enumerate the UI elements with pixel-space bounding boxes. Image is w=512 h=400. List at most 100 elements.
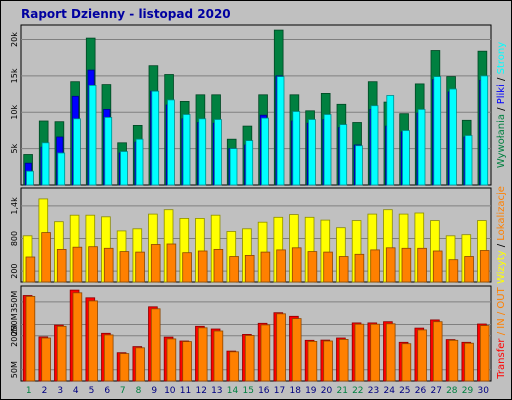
- bar-strony-10: [167, 99, 175, 186]
- bar-lokalizacje-11: [182, 252, 192, 283]
- x-tick-label: 2: [42, 386, 48, 396]
- bar-strony-18: [292, 111, 301, 186]
- bar-strony-14: [229, 148, 238, 186]
- bar-in-6: [103, 334, 114, 382]
- bar-lokalizacje-12: [197, 250, 208, 283]
- bar-lokalizacje-23: [370, 249, 380, 283]
- legend-visits-item: /: [496, 241, 507, 251]
- x-tick-label: 1: [26, 386, 32, 396]
- bar-lokalizacje-17: [276, 249, 286, 283]
- bar-strony-12: [198, 118, 207, 186]
- bar-in-26: [417, 329, 427, 382]
- bar-lokalizacje-28: [448, 259, 459, 283]
- x-tick-label: 17: [274, 386, 285, 396]
- x-tick-label: 18: [289, 386, 301, 396]
- bar-in-14: [229, 351, 239, 382]
- bar-strony-27: [433, 76, 442, 186]
- x-tick-label: 9: [151, 386, 157, 396]
- legend-visits-item: Lokalizacje: [496, 186, 507, 241]
- bar-in-27: [432, 321, 443, 382]
- bar-strony-4: [73, 118, 81, 186]
- bar-in-30: [479, 325, 490, 382]
- bar-in-2: [41, 337, 51, 382]
- bar-in-15: [244, 335, 255, 382]
- bar-lokalizacje-24: [385, 247, 396, 283]
- y-tick-label: 1,4k: [10, 197, 19, 215]
- legend-hits-item: /: [496, 74, 507, 84]
- x-tick-label: 16: [258, 386, 270, 396]
- plot-area: [20, 187, 492, 283]
- bar-lokalizacje-27: [432, 250, 443, 283]
- bar-in-7: [119, 353, 130, 382]
- x-tick-label: 23: [368, 386, 379, 396]
- y-tick-label: 350M: [10, 291, 19, 313]
- legend-visits-item: Wizyty: [496, 250, 507, 284]
- bar-in-22: [354, 323, 365, 382]
- bar-lokalizacje-22: [354, 253, 365, 283]
- x-tick-label: 13: [211, 386, 222, 396]
- bar-in-29: [464, 342, 474, 382]
- bar-strony-9: [151, 90, 160, 186]
- x-tick-label: 24: [383, 386, 395, 396]
- bar-lokalizacje-29: [464, 256, 474, 283]
- bar-strony-11: [182, 114, 191, 186]
- x-tick-label: 20: [321, 386, 333, 396]
- bar-strony-2: [41, 142, 50, 186]
- x-tick-label: 10: [164, 386, 176, 396]
- bar-lokalizacje-9: [150, 244, 161, 283]
- bar-strony-20: [323, 114, 332, 186]
- x-tick-label: 6: [104, 386, 110, 396]
- bar-lokalizacje-16: [260, 251, 271, 283]
- x-tick-label: 19: [305, 386, 317, 396]
- bar-strony-13: [214, 119, 222, 186]
- bar-strony-17: [276, 76, 285, 186]
- bar-strony-30: [480, 75, 489, 186]
- bar-in-24: [385, 323, 396, 382]
- bar-strony-19: [308, 119, 316, 186]
- legend-hits-item: Pliki: [496, 84, 507, 104]
- x-tick-label: 30: [477, 386, 489, 396]
- bar-strony-16: [261, 117, 269, 186]
- bar-in-28: [448, 339, 459, 382]
- bar-in-12: [197, 327, 208, 382]
- bar-lokalizacje-18: [291, 247, 302, 283]
- bar-in-4: [72, 292, 83, 382]
- legend-transfer: Transfer / IN / OUT: [496, 286, 507, 379]
- bar-lokalizacje-10: [166, 243, 177, 283]
- bar-in-21: [338, 338, 349, 382]
- x-tick-label: 28: [446, 386, 458, 396]
- bar-strony-15: [245, 140, 254, 186]
- bar-strony-21: [339, 124, 348, 186]
- y-tick-label: 20k: [10, 32, 19, 47]
- bar-strony-22: [355, 145, 363, 186]
- bar-in-18: [291, 318, 302, 382]
- bar-lokalizacje-6: [103, 247, 114, 283]
- panel-hits: 5k 10k 15k 20k: [10, 24, 492, 186]
- x-axis-labels: 1 2 3 4 5 6 7 8 9 10 11 12 13 14 15 16 17 18 19 20 21 22 23 24 2…: [26, 386, 489, 396]
- bar-strony-28: [449, 88, 457, 186]
- bar-lokalizacje-21: [338, 256, 349, 283]
- y-tick-label: 200M: [10, 325, 19, 347]
- legend-transfer-item: / IN / OUT: [496, 286, 507, 338]
- bar-in-10: [166, 338, 177, 382]
- x-tick-label: 3: [57, 386, 63, 396]
- bar-in-13: [213, 330, 224, 382]
- bar-strony-1: [26, 170, 34, 186]
- bar-strony-8: [135, 138, 144, 186]
- legend-hits-item: Strony: [496, 42, 507, 75]
- bar-lokalizacje-2: [41, 232, 51, 283]
- bar-strony-29: [464, 135, 473, 186]
- bar-lokalizacje-4: [72, 246, 83, 283]
- bar-lokalizacje-30: [479, 250, 490, 283]
- x-tick-label: 8: [136, 386, 142, 396]
- x-tick-label: 5: [89, 386, 95, 396]
- x-tick-label: 21: [336, 386, 347, 396]
- bar-in-23: [370, 323, 380, 382]
- bar-lokalizacje-19: [307, 251, 318, 283]
- bar-lokalizacje-5: [88, 246, 98, 283]
- x-tick-label: 7: [120, 386, 126, 396]
- bar-lokalizacje-25: [401, 247, 412, 283]
- bar-strony-25: [402, 130, 410, 186]
